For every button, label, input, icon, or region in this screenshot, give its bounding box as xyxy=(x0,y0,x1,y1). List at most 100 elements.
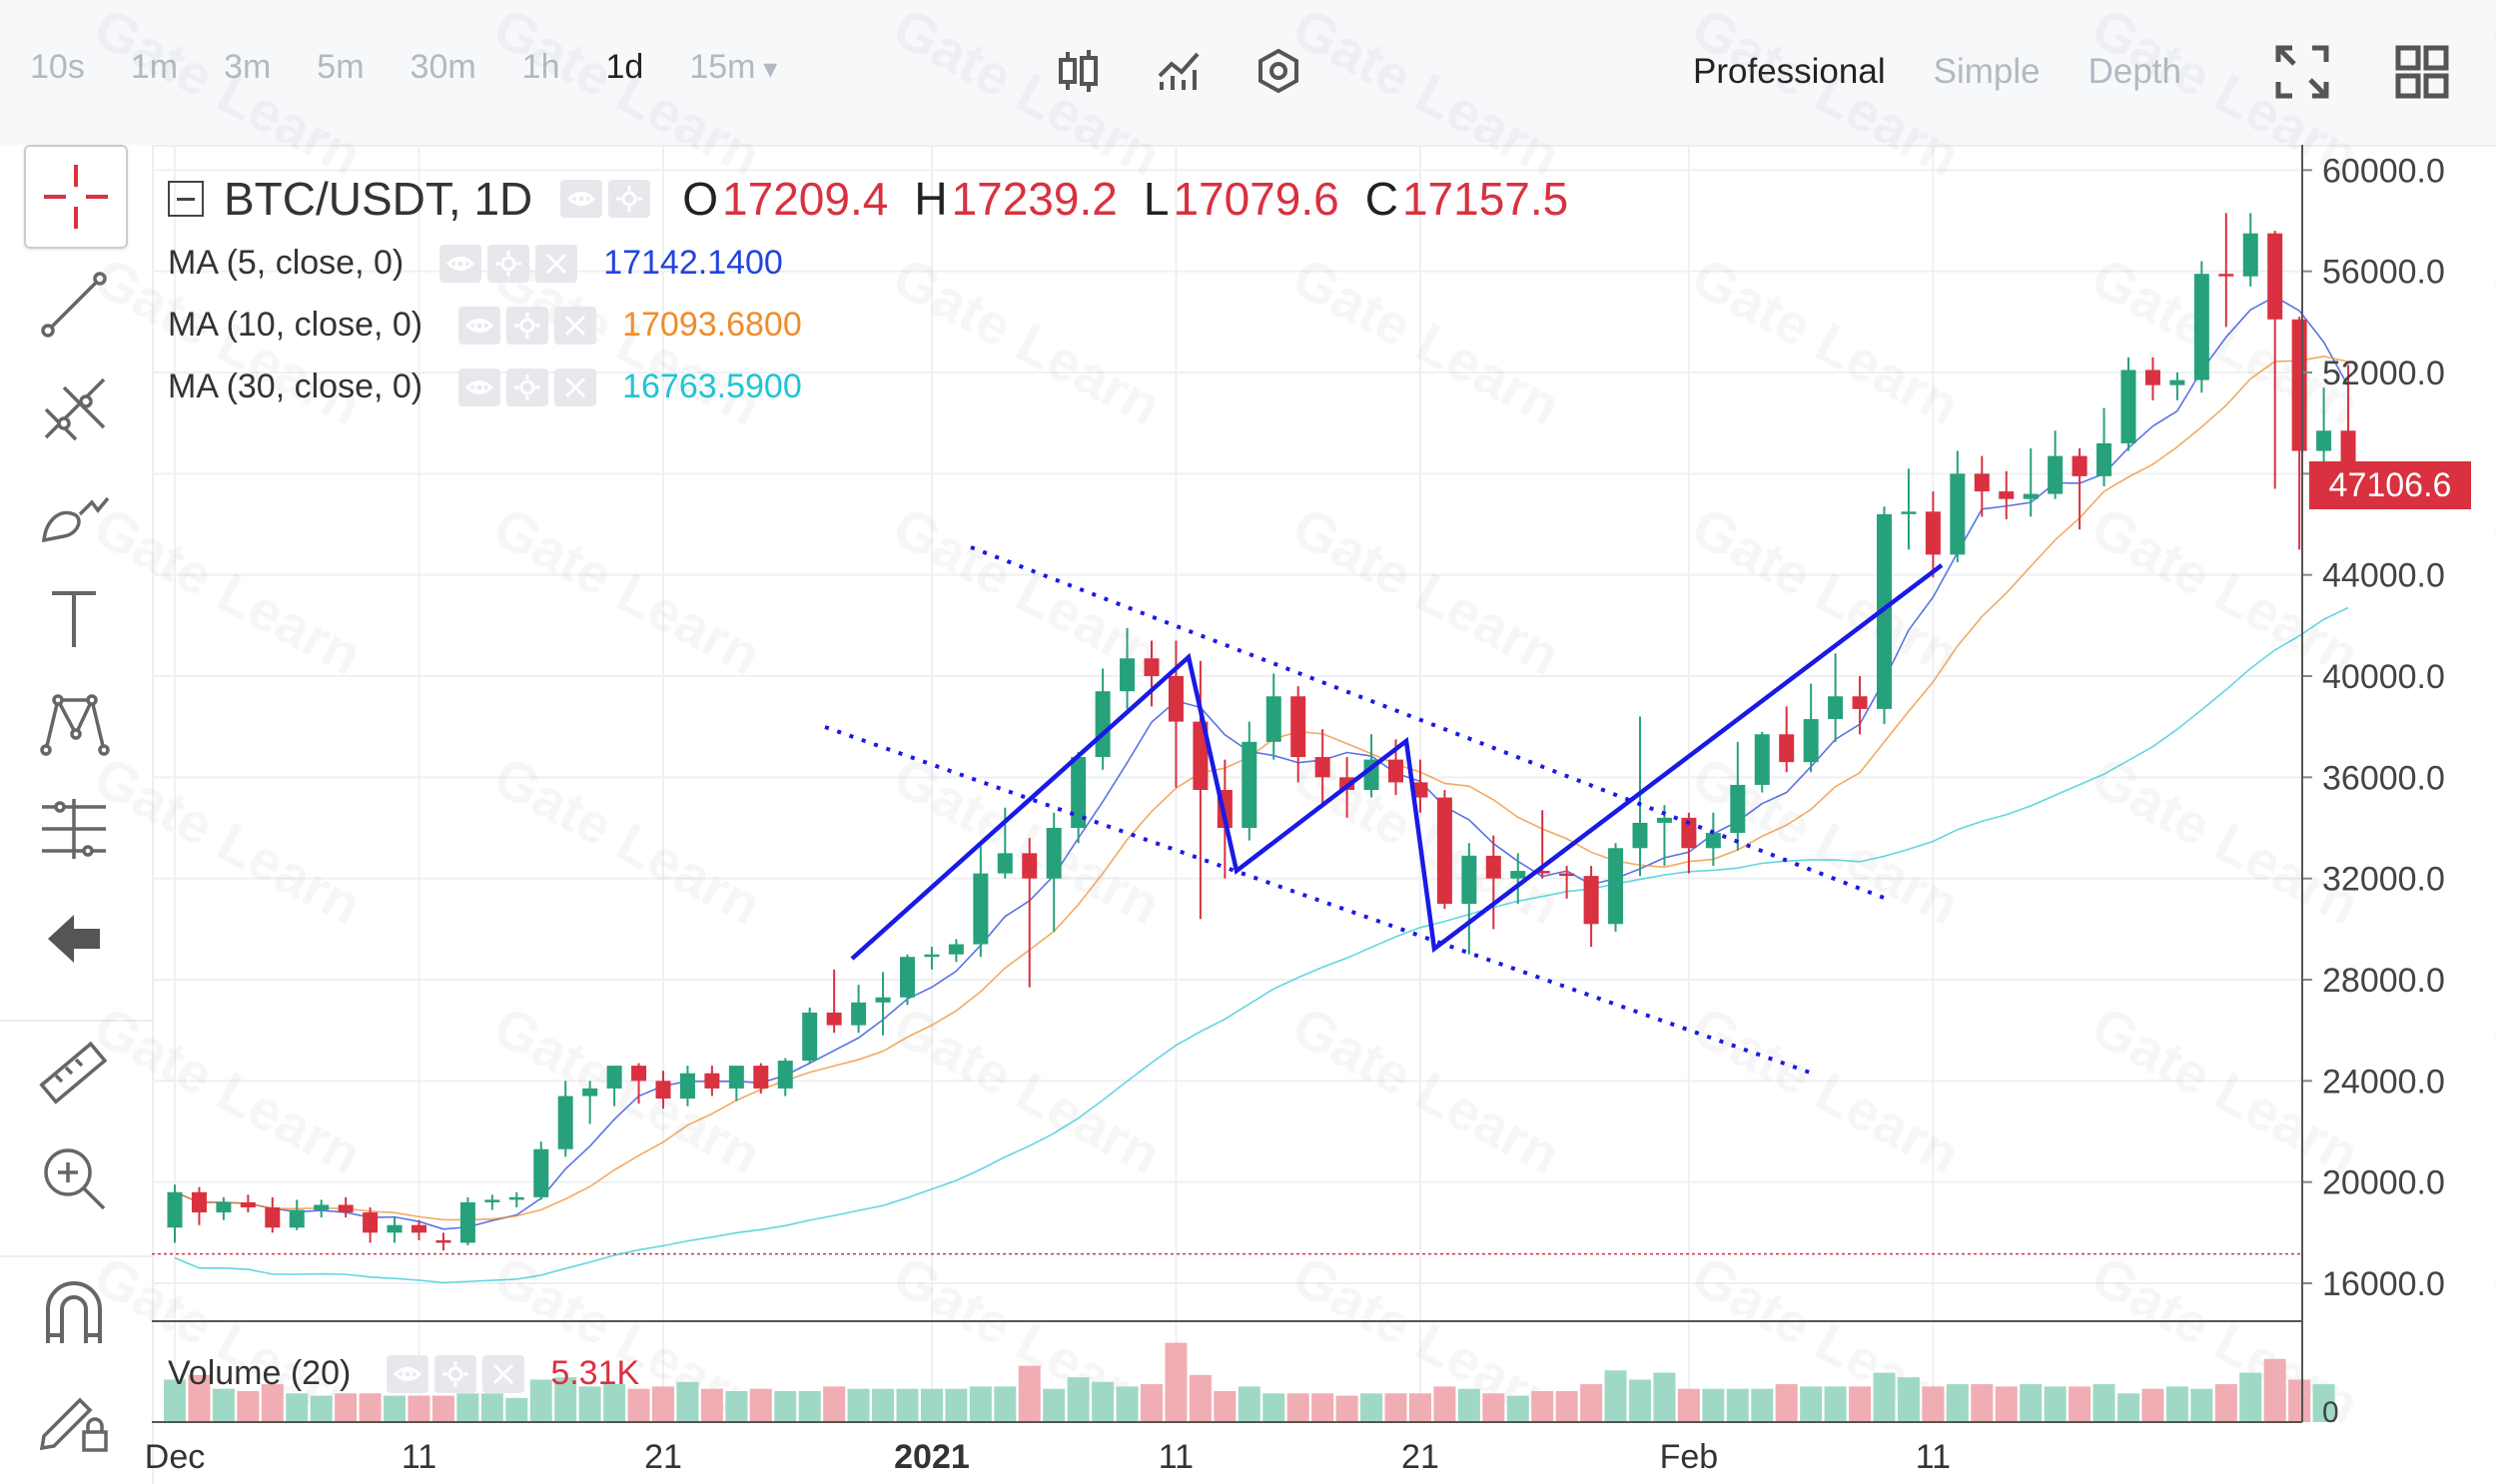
candlestick-icon[interactable] xyxy=(1054,46,1104,101)
gear-icon[interactable] xyxy=(506,368,549,406)
watermark-text: Gate Learn xyxy=(883,0,1171,188)
axes: 60000.056000.052000.048000.044000.040000… xyxy=(145,145,2445,1476)
interval-1d[interactable]: 1d xyxy=(605,48,644,86)
pattern-icon[interactable] xyxy=(24,674,124,774)
volume-bar xyxy=(1092,1381,1115,1422)
interval-1m[interactable]: 1m xyxy=(130,48,179,86)
ma30-value: 16763.5900 xyxy=(622,368,802,405)
fullscreen-icon[interactable] xyxy=(2272,42,2332,107)
volume-bar xyxy=(847,1388,870,1422)
open-value: 17209.4 xyxy=(722,173,889,225)
lock-pencil-icon[interactable] xyxy=(24,1368,124,1468)
volume-bar xyxy=(676,1381,699,1422)
interval-30m[interactable]: 30m xyxy=(410,48,476,86)
mode-professional[interactable]: Professional xyxy=(1693,52,1886,91)
candle xyxy=(459,1196,475,1245)
close-icon[interactable] xyxy=(554,306,597,345)
moving-averages xyxy=(174,296,2349,1284)
text-icon[interactable] xyxy=(24,569,124,669)
trend-line-icon[interactable] xyxy=(24,255,124,355)
volume-bar xyxy=(1775,1384,1798,1422)
eye-icon[interactable] xyxy=(387,1354,429,1393)
volume-bar xyxy=(749,1388,772,1422)
volume-bar xyxy=(1946,1384,1969,1422)
candle xyxy=(655,1071,671,1110)
candle xyxy=(167,1184,183,1243)
volume-bar xyxy=(652,1386,674,1422)
volume-bar xyxy=(384,1395,407,1422)
mode-simple[interactable]: Simple xyxy=(1933,52,2041,91)
layout-grid-icon[interactable] xyxy=(2392,42,2452,107)
watermark-text: Gate Learn xyxy=(1682,994,1970,1186)
mode-depth[interactable]: Depth xyxy=(2087,52,2181,91)
candle xyxy=(1803,683,1819,773)
eye-icon[interactable] xyxy=(458,368,501,406)
volume-bar xyxy=(2190,1388,2213,1422)
candle xyxy=(1485,835,1501,930)
candle xyxy=(314,1199,330,1218)
volume-bar xyxy=(1238,1386,1260,1422)
measure-icon[interactable] xyxy=(24,779,124,879)
volume-bar xyxy=(1555,1390,1578,1422)
fork-icon[interactable] xyxy=(24,360,124,459)
gear-icon[interactable] xyxy=(608,180,651,218)
x-tick-label: 11 xyxy=(402,1438,436,1476)
watermark-text: Gate Learn xyxy=(2481,245,2496,437)
back-arrow-icon[interactable] xyxy=(24,889,124,989)
y-tick-label: 60000.0 xyxy=(2322,152,2445,190)
eye-icon[interactable] xyxy=(560,180,603,218)
magnet-icon[interactable] xyxy=(24,1263,124,1363)
volume-bar xyxy=(2044,1386,2067,1422)
candle xyxy=(1901,468,1917,550)
ma30-line xyxy=(174,606,2349,1284)
settings-hex-icon[interactable] xyxy=(1253,46,1303,101)
volume-bar xyxy=(2092,1384,2115,1422)
crosshair-icon[interactable] xyxy=(24,145,128,249)
close-icon[interactable] xyxy=(535,244,578,283)
eye-icon[interactable] xyxy=(458,306,501,345)
candles xyxy=(167,213,2356,1251)
brush-icon[interactable] xyxy=(24,464,124,564)
eye-icon[interactable] xyxy=(439,244,482,283)
top-toolbar: 10s 1m 3m 5m 30m 1h 1d 15m Professional Simple De… xyxy=(0,0,2496,147)
zoom-in-icon[interactable] xyxy=(24,1128,124,1228)
interval-5m[interactable]: 5m xyxy=(317,48,365,86)
interval-10s[interactable]: 10s xyxy=(30,48,85,86)
y-tick-label: 36000.0 xyxy=(2322,759,2445,797)
watermark-text: Gate Learn xyxy=(84,994,372,1186)
volume-bar xyxy=(1384,1393,1407,1422)
candle xyxy=(1071,752,1087,844)
candle xyxy=(753,1063,769,1094)
watermark-text: Gate Learn xyxy=(483,494,771,687)
candle xyxy=(508,1191,524,1207)
volume-bar xyxy=(1067,1377,1090,1422)
candle xyxy=(484,1194,500,1210)
candle xyxy=(338,1196,354,1218)
volume-label: Volume (20) xyxy=(168,1354,352,1392)
volume-bar xyxy=(1214,1390,1237,1422)
gear-icon[interactable] xyxy=(506,306,549,345)
indicator-icon[interactable] xyxy=(1154,46,1204,101)
y-tick-label: 32000.0 xyxy=(2322,861,2445,899)
gear-icon[interactable] xyxy=(487,244,530,283)
interval-3m[interactable]: 3m xyxy=(224,48,272,86)
volume-bar xyxy=(2165,1386,2188,1422)
interval-15m[interactable]: 15m xyxy=(689,48,777,87)
volume-bar xyxy=(1702,1388,1725,1422)
ruler-icon[interactable] xyxy=(24,1024,124,1123)
close-icon[interactable] xyxy=(482,1354,525,1393)
symbol-label: BTC/USDT, 1D xyxy=(224,173,533,225)
y-tick-label: 28000.0 xyxy=(2322,962,2445,1000)
collapse-icon[interactable] xyxy=(168,181,204,217)
candle xyxy=(363,1207,379,1243)
close-label: C xyxy=(1364,173,1398,225)
low-label: L xyxy=(1143,173,1170,225)
high-label: H xyxy=(914,173,948,225)
volume-bar xyxy=(994,1386,1017,1422)
close-icon[interactable] xyxy=(554,368,597,406)
interval-1h[interactable]: 1h xyxy=(521,48,560,86)
volume-bar xyxy=(335,1393,358,1422)
ma5-value: 17142.1400 xyxy=(603,244,783,282)
gear-icon[interactable] xyxy=(434,1354,477,1393)
